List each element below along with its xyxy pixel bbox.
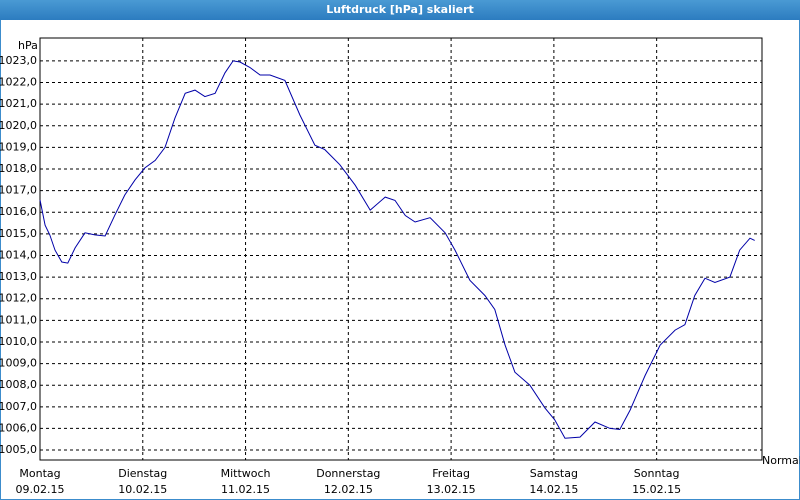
y-tick-label: 1018,0 xyxy=(0,162,37,175)
x-tick-label: Mittwoch xyxy=(221,467,271,480)
x-tick-label: 13.02.15 xyxy=(427,483,476,496)
x-tick-label: Samstag xyxy=(530,467,578,480)
x-tick-label: Montag xyxy=(19,467,60,480)
y-tick-label: 1011,0 xyxy=(0,313,37,326)
x-tick-label: 11.02.15 xyxy=(221,483,270,496)
x-axis-label: Normal xyxy=(762,454,800,467)
x-tick-label: 10.02.15 xyxy=(118,483,167,496)
chart-title: Luftdruck [hPa] skaliert xyxy=(326,3,474,16)
x-tick-label: Donnerstag xyxy=(316,467,380,480)
y-tick-label: 1020,0 xyxy=(0,119,37,132)
y-tick-label: 1022,0 xyxy=(0,76,37,89)
y-tick-label: 1019,0 xyxy=(0,140,37,153)
x-tick-label: Sonntag xyxy=(634,467,680,480)
y-tick-label: 1016,0 xyxy=(0,205,37,218)
y-tick-label: 1012,0 xyxy=(0,292,37,305)
y-tick-label: 1006,0 xyxy=(0,421,37,434)
line-series xyxy=(39,60,755,439)
y-tick-label: 1023,0 xyxy=(0,54,37,67)
x-tick-label: Dienstag xyxy=(118,467,167,480)
y-tick-label: 1015,0 xyxy=(0,227,37,240)
x-tick-label: Freitag xyxy=(432,467,470,480)
y-tick-label: 1007,0 xyxy=(0,400,37,413)
y-tick-label: 1014,0 xyxy=(0,248,37,261)
y-tick-label: 1021,0 xyxy=(0,97,37,110)
y-tick-label: 1009,0 xyxy=(0,357,37,370)
y-tick-label: 1008,0 xyxy=(0,378,37,391)
x-tick-label: 14.02.15 xyxy=(529,483,578,496)
y-axis-label: hPa xyxy=(18,39,38,52)
title-bar xyxy=(0,0,800,20)
x-tick-label: 15.02.15 xyxy=(632,483,681,496)
y-tick-label: 1010,0 xyxy=(0,335,37,348)
y-tick-label: 1017,0 xyxy=(0,184,37,197)
y-tick-label: 1005,0 xyxy=(0,443,37,456)
x-tick-label: 12.02.15 xyxy=(324,483,373,496)
y-tick-label: 1013,0 xyxy=(0,270,37,283)
x-tick-label: 09.02.15 xyxy=(16,483,65,496)
